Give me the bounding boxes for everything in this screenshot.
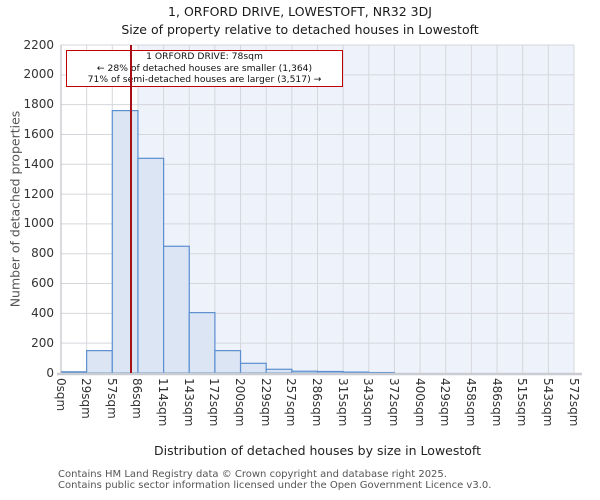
- x-tick-label: 200sqm: [233, 378, 248, 427]
- x-tick-label: 57sqm: [104, 378, 119, 419]
- x-tick-label: 572sqm: [566, 378, 581, 427]
- x-axis-title: Distribution of detached houses by size …: [153, 443, 481, 458]
- x-tick-label: 429sqm: [438, 378, 453, 427]
- x-tick-label: 543sqm: [540, 378, 555, 427]
- x-tick-label: 86sqm: [130, 378, 145, 419]
- x-tick-label: 515sqm: [515, 378, 530, 427]
- footer-line-2: Contains public sector information licen…: [58, 480, 492, 491]
- y-tick-label: 1600: [23, 126, 54, 141]
- x-tick-label: 229sqm: [258, 378, 273, 427]
- histogram-bar: [188, 312, 216, 374]
- y-tick-label: 200: [31, 335, 54, 350]
- y-tick-label: 1000: [23, 216, 54, 231]
- y-tick-label: 2200: [23, 37, 54, 52]
- y-tick-label: 800: [31, 246, 54, 261]
- y-tick-label: 400: [31, 305, 54, 320]
- x-tick-label: 400sqm: [412, 378, 427, 427]
- histogram-bar: [291, 370, 319, 374]
- x-tick-label: 315sqm: [335, 378, 350, 427]
- histogram-bar: [163, 245, 190, 374]
- x-tick-label: 0sqm: [53, 378, 68, 412]
- x-tick-label: 172sqm: [207, 378, 222, 427]
- footer-line-1: Contains HM Land Registry data © Crown c…: [58, 469, 447, 480]
- annotation-larger-stat: 71% of semi-detached houses are larger (…: [87, 74, 322, 86]
- x-tick-label: 29sqm: [79, 378, 94, 419]
- x-tick-label: 486sqm: [489, 378, 504, 427]
- annotation-property-size: 1 ORFORD DRIVE: 78sqm: [146, 51, 263, 62]
- y-tick-label: 1800: [23, 97, 54, 112]
- y-tick-label: 1200: [23, 186, 54, 201]
- x-tick-label: 286sqm: [310, 378, 324, 427]
- histogram-bar: [111, 109, 139, 374]
- x-tick-label: 143sqm: [181, 378, 196, 427]
- y-tick-label: 600: [31, 276, 54, 291]
- chart-title: 1, ORFORD DRIVE, LOWESTOFT, NR32 3DJ: [168, 4, 432, 19]
- copyright-footer: Contains HM Land Registry data © Crown c…: [58, 469, 491, 491]
- annotation-smaller-stat: ← 28% of detached houses are smaller (1,…: [96, 62, 313, 74]
- x-tick-label: 458sqm: [463, 378, 478, 427]
- x-tick-label: 257sqm: [284, 378, 299, 427]
- y-tick-label: 2000: [23, 67, 54, 82]
- histogram-bar: [265, 368, 293, 374]
- property-annotation-box: 1 ORFORD DRIVE: 78sqm ← 28% of detached …: [66, 50, 343, 87]
- y-tick-label: 1400: [23, 156, 54, 171]
- histogram-bar: [86, 350, 113, 374]
- histogram-bar: [137, 157, 165, 374]
- property-size-marker-line: [130, 45, 132, 373]
- x-tick-label: 114sqm: [156, 378, 171, 427]
- y-tick-label: 0: [46, 365, 54, 380]
- chart-subtitle: Size of property relative to detached ho…: [121, 22, 479, 37]
- x-tick-label: 343sqm: [361, 378, 376, 427]
- x-tick-label: 372sqm: [386, 378, 401, 427]
- histogram-bar: [214, 350, 242, 374]
- histogram-bar: [239, 362, 267, 374]
